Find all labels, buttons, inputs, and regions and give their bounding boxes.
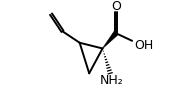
Text: O: O [111,0,121,14]
Polygon shape [102,31,118,49]
Text: OH: OH [134,39,154,52]
Text: NH₂: NH₂ [99,74,123,87]
